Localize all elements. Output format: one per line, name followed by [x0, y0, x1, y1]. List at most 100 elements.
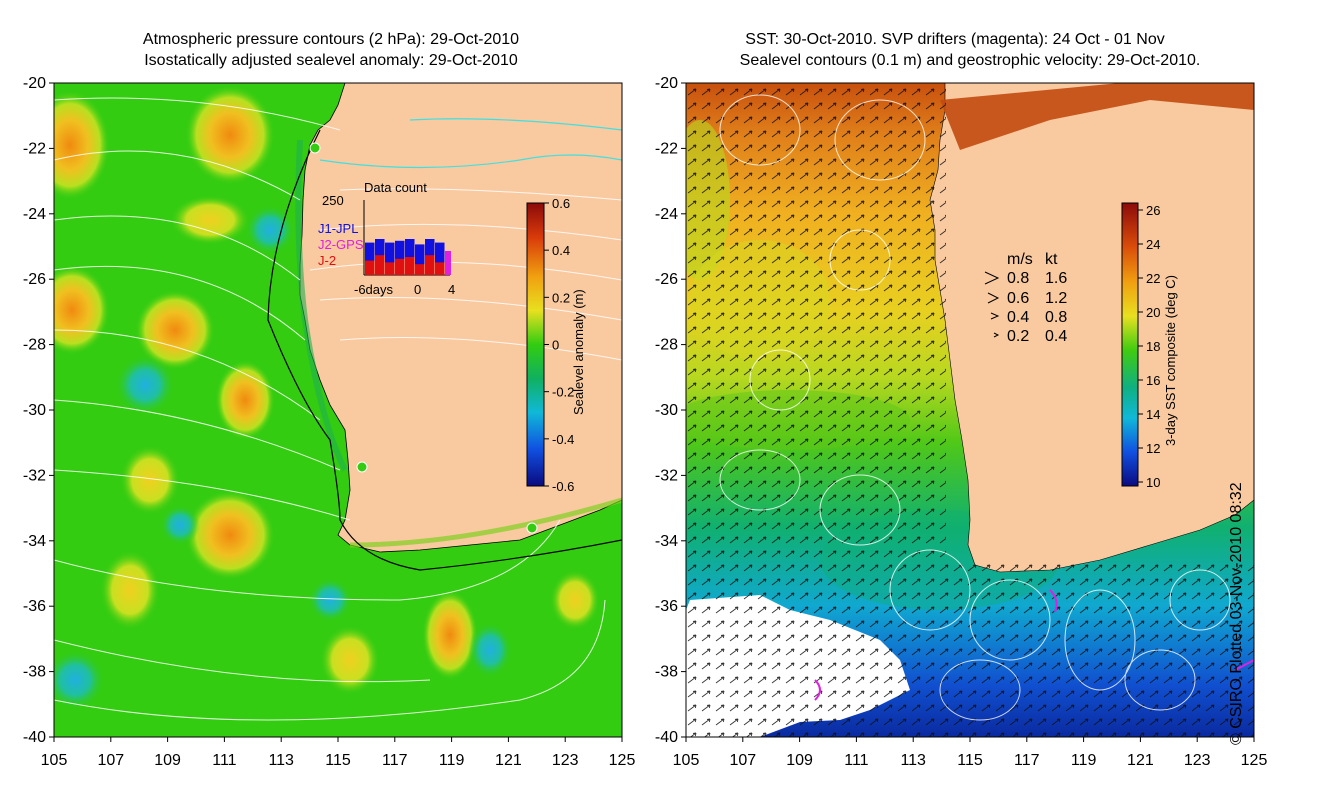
inset-bar-blue: [385, 242, 395, 275]
left-x-tick-label: 119: [439, 752, 465, 769]
velocity-legend: m/s kt 0.8 1.6 0.6 1.2 0.4 0.8 0.2 0.4: [984, 251, 1067, 345]
velocity-legend-ms: 0.2: [1007, 328, 1029, 345]
left-colorbar-tick-label: 0.6: [552, 196, 570, 211]
left-x-tick-label: 105: [41, 752, 68, 769]
right-y-tick-label: -32: [655, 467, 678, 484]
left-x-axis: 105 107 109 111 113 115 117 119 121 123 125: [41, 737, 635, 769]
right-colorbar-tick-label: 18: [1146, 339, 1160, 354]
left-colorbar-tick-label: 0: [552, 338, 559, 353]
inset-bar-red: [415, 264, 425, 275]
right-x-tick-label: 123: [1184, 752, 1211, 769]
inset-bar-red: [425, 255, 435, 275]
right-y-tick-label: -24: [655, 206, 678, 223]
right-colorbar: [1121, 202, 1139, 487]
velocity-legend-kt-header: kt: [1045, 251, 1058, 268]
inset-bar-red: [385, 262, 395, 275]
drifter-track: [814, 679, 821, 701]
right-x-tick-label: 113: [900, 752, 926, 769]
right-land: [929, 83, 1254, 573]
tide-gauge-marker: [309, 142, 321, 154]
velocity-legend-kt: 1.6: [1045, 270, 1067, 287]
right-y-tick-label: -36: [655, 598, 678, 615]
left-colorbar-tick-label: 0.2: [552, 290, 570, 305]
right-colorbar-label: 3-day SST composite (deg C): [1163, 275, 1178, 446]
left-title-line1: Atmospheric pressure contours (2 hPa): 2…: [142, 31, 520, 48]
right-colorbar-tick-label: 10: [1146, 475, 1160, 490]
drifter-track: [1049, 589, 1058, 613]
velocity-legend-kt: 0.8: [1045, 309, 1067, 326]
right-colorbar-tick-label: 14: [1146, 407, 1160, 422]
right-x-tick-label: 115: [957, 752, 983, 769]
left-y-tick-label: -40: [23, 729, 46, 746]
inset-bar-red: [375, 255, 385, 275]
left-colorbar-tick-label: -0.4: [552, 432, 574, 447]
left-y-tick-label: -24: [23, 206, 46, 223]
right-x-tick-label: 125: [1241, 752, 1268, 769]
right-x-axis: 105 107 109 111 113 115 117 119 121 123 125: [673, 737, 1268, 769]
right-colorbar-tick-label: 12: [1146, 441, 1160, 456]
inset-legend-j-2: J-2: [318, 253, 336, 268]
left-x-tick-label: 109: [154, 752, 181, 769]
right-colorbar-tick-label: 22: [1146, 271, 1160, 286]
left-y-tick-label: -34: [23, 533, 46, 550]
left-x-tick-label: 117: [382, 752, 408, 769]
velocity-legend-ms-header: m/s: [1007, 251, 1033, 268]
inset-bar-red: [395, 258, 405, 275]
inset-bars: [365, 239, 451, 275]
right-y-tick-label: -34: [655, 533, 678, 550]
left-y-tick-label: -30: [23, 402, 46, 419]
left-colorbar-tick-label: 0.4: [552, 243, 570, 258]
left-y-axis: -20 -22 -24 -26 -28 -30 -32 -34 -36 -38 -40: [23, 75, 54, 746]
inset-y-label: 250: [322, 193, 344, 208]
left-y-tick-label: -20: [23, 75, 46, 92]
inset-x-tick: 0: [414, 282, 421, 297]
right-map: [686, 83, 1254, 737]
left-y-tick-label: -32: [23, 467, 46, 484]
left-y-tick-label: -22: [23, 140, 46, 157]
right-x-tick-label: 117: [1014, 752, 1040, 769]
right-title-line2: Sealevel contours (0.1 m) and geostrophi…: [739, 52, 1201, 69]
right-x-tick-label: 105: [673, 752, 700, 769]
credit-text: © CSIRO Plotted 03-Nov-2010 08:32: [1228, 482, 1245, 745]
right-sealevel-contours: [719, 94, 1231, 721]
inset-x-tick: -6days: [354, 282, 394, 297]
inset-x-tick: 4: [448, 282, 455, 297]
right-y-tick-label: -38: [655, 664, 678, 681]
velocity-legend-kt: 1.2: [1045, 290, 1067, 307]
right-colorbar-ticks: 26 24 22 20 18 16 14 12 10: [1138, 203, 1160, 490]
inset-legend-j1: J1-JPL: [318, 221, 358, 236]
inset-bar-magenta: [445, 251, 451, 275]
inset-legend-j2: J2-GPS: [318, 237, 364, 252]
left-y-tick-label: -38: [23, 664, 46, 681]
right-x-tick-label: 111: [844, 752, 868, 769]
velocity-legend-ms: 0.6: [1007, 290, 1029, 307]
right-x-tick-label: 107: [729, 752, 756, 769]
right-y-axis: -20 -22 -24 -26 -28 -30 -32 -34 -36 -38 -40: [655, 75, 686, 746]
right-colorbar-tick-label: 24: [1146, 237, 1160, 252]
right-colorbar-tick-label: 20: [1146, 305, 1160, 320]
right-y-tick-label: -26: [655, 271, 678, 288]
left-x-tick-label: 121: [495, 752, 522, 769]
right-title-line1: SST: 30-Oct-2010. SVP drifters (magenta)…: [745, 31, 1165, 48]
right-x-tick-label: 109: [786, 752, 813, 769]
left-y-tick-label: -26: [23, 271, 46, 288]
right-colorbar-tick-label: 26: [1146, 203, 1160, 218]
velocity-legend-ms: 0.4: [1007, 309, 1029, 326]
left-pressure-contours: [54, 97, 622, 721]
left-shelf-break: [267, 129, 622, 571]
right-y-tick-label: -22: [655, 140, 678, 157]
inset-bar-red: [435, 262, 445, 275]
left-colorbar: [526, 202, 545, 487]
inset-title: Data count: [364, 180, 427, 195]
left-x-tick-label: 123: [552, 752, 579, 769]
right-x-tick-label: 121: [1127, 752, 1154, 769]
left-x-tick-label: 107: [97, 752, 124, 769]
inset-bar-blue: [395, 240, 405, 275]
inset-bar-blue: [365, 242, 375, 275]
inset-bar-blue: [415, 244, 425, 275]
velocity-legend-kt: 0.4: [1045, 328, 1067, 345]
left-title-line2: Isostatically adjusted sealevel anomaly:…: [144, 52, 518, 69]
inset-bar-red: [405, 257, 415, 275]
right-y-tick-label: -28: [655, 337, 678, 354]
